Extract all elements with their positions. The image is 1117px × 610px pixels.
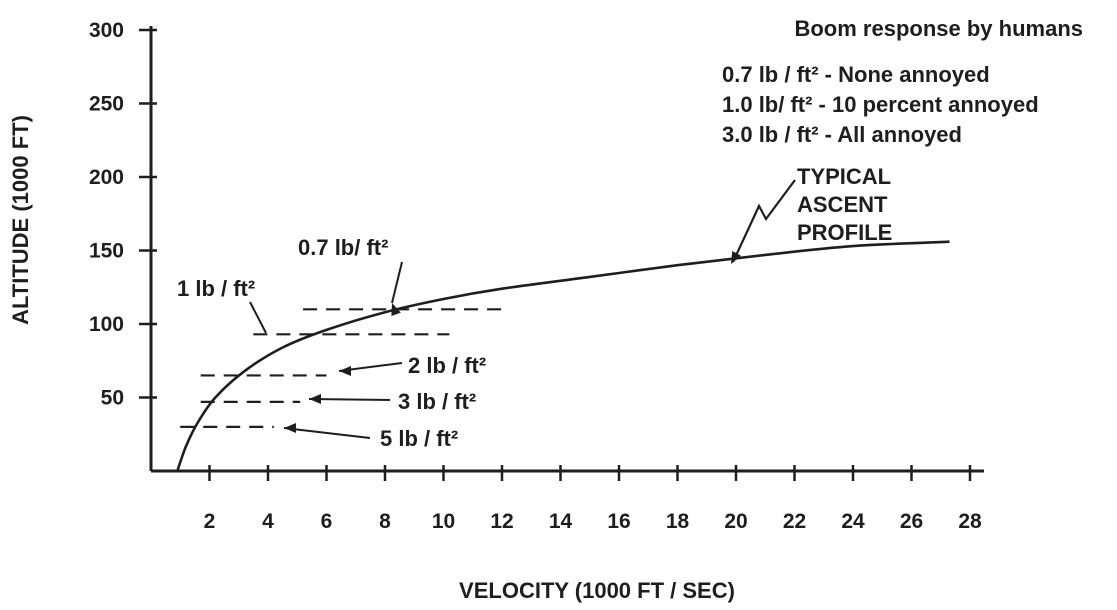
y-tick-label-150: 150 xyxy=(89,240,124,263)
contour-leader-5 xyxy=(283,427,371,439)
x-tick-label-14: 14 xyxy=(549,510,573,533)
x-tick-label-10: 10 xyxy=(432,510,455,533)
x-tick-label-24: 24 xyxy=(841,510,865,533)
curve-label-line-2: ASCENT xyxy=(797,192,888,217)
curve-label-leader xyxy=(732,179,796,263)
y-tick-label-200: 200 xyxy=(89,166,124,189)
x-tick-label-22: 22 xyxy=(783,510,806,533)
contour-label-1: 1 lb / ft² xyxy=(177,276,255,301)
y-tick-label-300: 300 xyxy=(89,19,124,42)
x-tick-label-28: 28 xyxy=(958,510,982,533)
x-tick-label-8: 8 xyxy=(379,510,391,533)
y-axis-title: ALTITUDE (1000 FT) xyxy=(8,115,33,325)
contour-label-2: 2 lb / ft² xyxy=(408,353,486,378)
contour-leader-5-arrowhead xyxy=(284,423,296,433)
curve-label-line-1: TYPICAL xyxy=(797,164,891,189)
legend-entry-2: 1.0 lb/ ft² - 10 percent annoyed xyxy=(722,92,1039,117)
legend-title: Boom response by humans xyxy=(794,16,1083,41)
contour-leader-2-arrowhead xyxy=(339,366,351,376)
y-axis-label: ALTITUDE (1000 FT) xyxy=(8,115,33,325)
contour-leader-1 xyxy=(249,301,267,334)
contour-leader-0-7 xyxy=(391,261,403,304)
x-tick-label-26: 26 xyxy=(900,510,923,533)
legend-entry-3: 3.0 lb / ft² - All annoyed xyxy=(722,122,962,147)
contour-label-0-7: 0.7 lb/ ft² xyxy=(298,235,388,260)
contour-leader-3-arrowhead xyxy=(309,394,321,404)
contour-label-3: 3 lb / ft² xyxy=(398,389,476,414)
x-tick-label-6: 6 xyxy=(321,510,333,533)
x-axis-label: VELOCITY (1000 FT / SEC) xyxy=(459,578,735,603)
contour-leader-3 xyxy=(308,398,391,401)
y-tick-label-100: 100 xyxy=(89,313,124,336)
x-tick-label-18: 18 xyxy=(666,510,690,533)
y-tick-label-250: 250 xyxy=(89,93,124,116)
contour-label-5: 5 lb / ft² xyxy=(380,426,458,451)
x-tick-label-4: 4 xyxy=(262,510,274,533)
legend-entry-1: 0.7 lb / ft² - None annoyed xyxy=(722,62,990,87)
x-tick-label-2: 2 xyxy=(204,510,216,533)
x-tick-label-20: 20 xyxy=(724,510,747,533)
y-tick-label-50: 50 xyxy=(101,387,124,410)
curve-label-arrowhead xyxy=(731,251,742,264)
x-tick-label-12: 12 xyxy=(490,510,513,533)
ascent-profile-line xyxy=(176,240,950,472)
curve-label-line-3: PROFILE xyxy=(797,220,892,245)
x-tick-label-16: 16 xyxy=(607,510,630,533)
